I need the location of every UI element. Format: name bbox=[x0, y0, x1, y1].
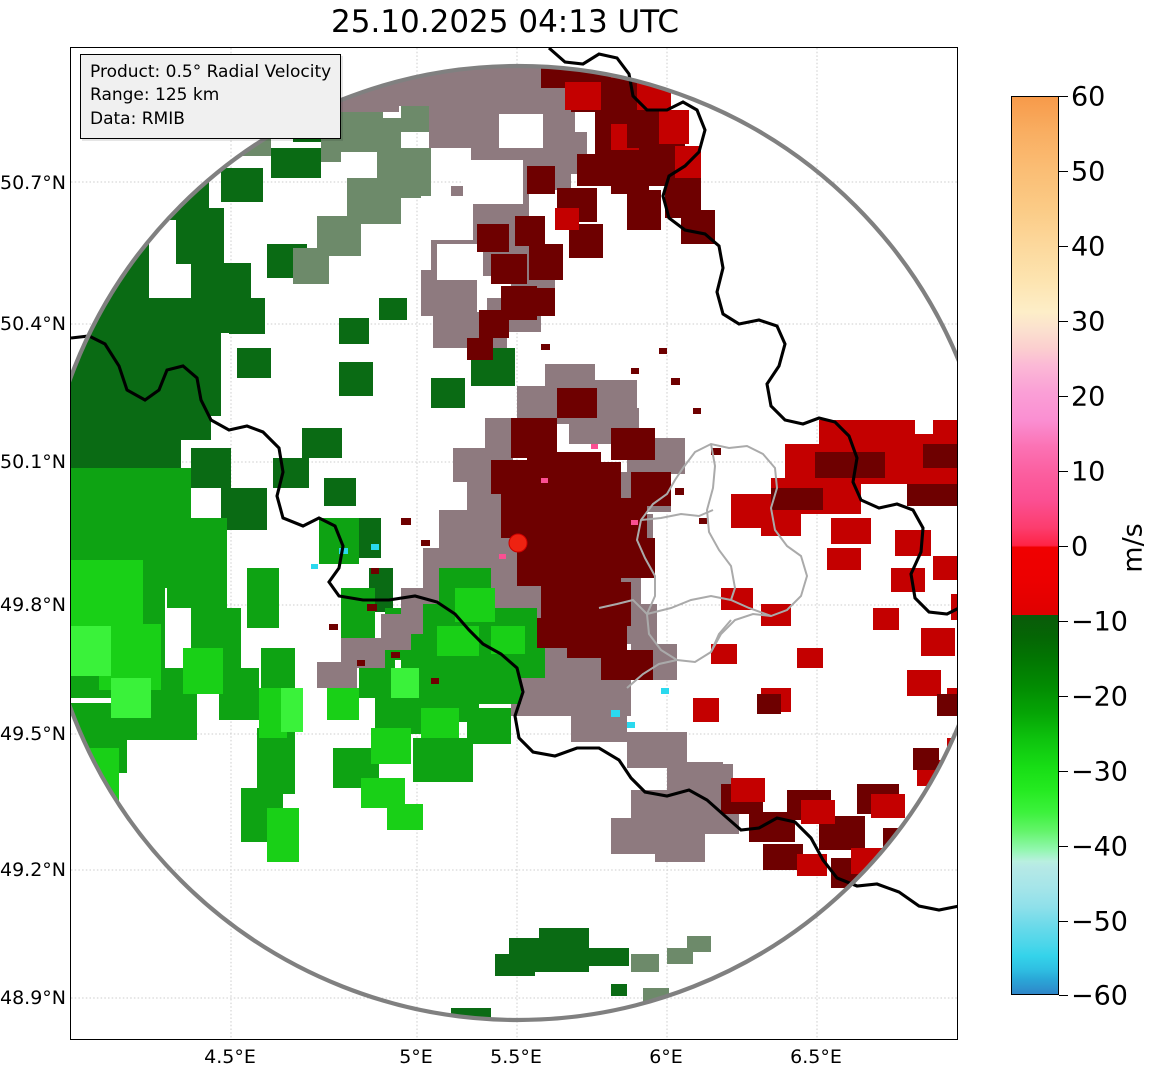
info-range: Range: 125 km bbox=[90, 85, 220, 106]
y-tick-label: 49.5°N bbox=[0, 723, 67, 745]
country-border-black bbox=[71, 334, 957, 912]
colorbar-tick bbox=[1059, 321, 1068, 323]
colorbar-tick bbox=[1059, 995, 1068, 997]
radar-plot-clip bbox=[71, 48, 957, 1039]
colorbar-tick bbox=[1059, 546, 1068, 548]
colorbar-tick-label: 0 bbox=[1071, 531, 1089, 563]
range-ring-layer bbox=[71, 64, 957, 1022]
country-border-black-north bbox=[547, 48, 957, 616]
colorbar-tick-label: −50 bbox=[1071, 906, 1128, 938]
colorbar-tick-label: −40 bbox=[1071, 831, 1128, 863]
colorbar-tick bbox=[1059, 396, 1068, 398]
info-data: Data: RMIB bbox=[90, 108, 185, 129]
colorbar-unit-label: m/s bbox=[1117, 523, 1149, 573]
colorbar-tick bbox=[1059, 96, 1068, 98]
colorbar-tick-label: 60 bbox=[1071, 81, 1106, 113]
colorbar-tick-label: 10 bbox=[1071, 456, 1106, 488]
y-tick-label: 50.7°N bbox=[0, 172, 67, 194]
info-box: Product: 0.5° Radial Velocity Range: 125… bbox=[80, 54, 342, 140]
colorbar-tick bbox=[1059, 696, 1068, 698]
y-tick-label: 49.8°N bbox=[0, 594, 67, 616]
colorbar-tick-label: −30 bbox=[1071, 756, 1128, 788]
colorbar-tick bbox=[1059, 846, 1068, 848]
radar-site-marker bbox=[508, 533, 528, 553]
x-tick-label: 5.5°E bbox=[490, 1046, 542, 1068]
colorbar-tick bbox=[1059, 171, 1068, 173]
x-tick-label: 6°E bbox=[649, 1046, 683, 1068]
borders-layer bbox=[71, 48, 957, 912]
y-tick-label: 48.9°N bbox=[0, 987, 67, 1009]
x-tick-label: 5°E bbox=[399, 1046, 433, 1068]
page-title: 25.10.2025 04:13 UTC bbox=[331, 4, 679, 40]
radar-site-layer bbox=[508, 533, 528, 553]
colorbar-tick-label: 20 bbox=[1071, 381, 1106, 413]
colorbar-tick-label: −10 bbox=[1071, 606, 1128, 638]
colorbar-tick-label: −20 bbox=[1071, 681, 1128, 713]
y-tick-label: 50.4°N bbox=[0, 313, 67, 335]
info-product: Product: 0.5° Radial Velocity bbox=[90, 62, 332, 82]
colorbar-tick-label: 50 bbox=[1071, 156, 1106, 188]
y-tick-label: 49.2°N bbox=[0, 859, 67, 881]
colorbar-tick bbox=[1059, 471, 1068, 473]
colorbar-tick-label: 30 bbox=[1071, 306, 1106, 338]
colorbar-tick bbox=[1059, 921, 1068, 923]
y-tick-label: 50.1°N bbox=[0, 451, 67, 473]
colorbar-tick-label: 40 bbox=[1071, 231, 1106, 263]
radar-echo-layer bbox=[71, 65, 957, 1021]
admin-border-gray bbox=[598, 442, 809, 689]
colorbar-gradient-lower bbox=[1012, 615, 1058, 994]
colorbar-tick bbox=[1059, 771, 1068, 773]
colorbar-tick-label: −60 bbox=[1071, 980, 1128, 1012]
range-ring-125km bbox=[71, 64, 957, 1022]
x-tick-label: 6.5°E bbox=[790, 1046, 842, 1068]
radar-plot-area[interactable] bbox=[70, 47, 958, 1040]
colorbar-tick bbox=[1059, 621, 1068, 623]
colorbar-tick bbox=[1059, 246, 1068, 248]
x-tick-label: 4.5°E bbox=[204, 1046, 256, 1068]
